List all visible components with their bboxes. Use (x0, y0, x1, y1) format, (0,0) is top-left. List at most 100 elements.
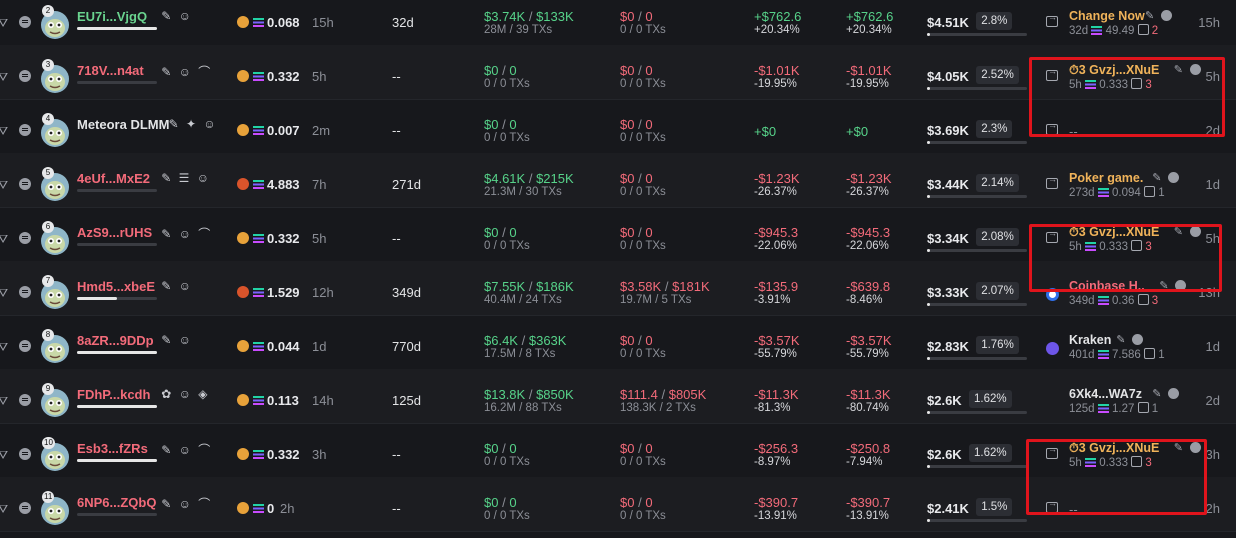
wallet-tag-icons[interactable]: ✎ ☺ ⌒ (161, 443, 213, 457)
token-coin-icon (237, 394, 249, 406)
wallet-tag-icons[interactable]: ✎ ☺ (161, 9, 193, 23)
wallet-name[interactable]: Esb3...fZRs (77, 441, 148, 456)
last-active: 15h (1198, 15, 1220, 30)
liquidity-fill (927, 87, 930, 90)
funding-sol: 0.333 (1099, 79, 1128, 91)
filter-icon[interactable]: ⛛ (0, 502, 9, 516)
funding-age: 5h (1069, 457, 1082, 469)
wallet-name[interactable]: AzS9...rUHS (77, 225, 153, 240)
wallet-name[interactable]: Meteora DLMM (77, 117, 170, 132)
wallet-tag-icons[interactable]: ✎ ✦ ☺ (168, 117, 218, 131)
bought-cell: $0 / 0 (484, 495, 517, 510)
menu-icon[interactable] (1168, 388, 1180, 399)
wallet-tag-icons[interactable]: ✎ ☺ ⌒ (161, 65, 213, 79)
menu-icon[interactable] (19, 394, 31, 406)
menu-icon[interactable] (19, 16, 31, 28)
menu-icon[interactable] (19, 340, 31, 352)
wallet-name[interactable]: Hmd5...xbeE (77, 279, 156, 294)
bought-total: 0 (509, 225, 517, 240)
filter-icon[interactable]: ⛛ (0, 178, 9, 192)
menu-icon[interactable] (19, 70, 31, 82)
funding-transfer-icon[interactable] (1046, 444, 1058, 459)
menu-icon[interactable] (1161, 10, 1172, 21)
table-row[interactable]: ⛛ 2 EU7i...VjgQ ✎ ☺ 0.068 15h 32d $3.74K / $133… (0, 0, 1236, 46)
funding-sol: 1.27 (1112, 403, 1135, 415)
filter-icon[interactable]: ⛛ (0, 124, 9, 138)
wallet-activity-bar (77, 459, 157, 462)
menu-icon[interactable] (19, 502, 31, 514)
wallet-name[interactable]: 8aZR...9DDp (77, 333, 154, 348)
funding-source-name[interactable]: Poker game. (1069, 171, 1144, 185)
pnl2-value: -$250.8 (846, 441, 891, 456)
sol-balance: 0.332 (267, 69, 300, 84)
funding-sol: 0.333 (1099, 241, 1128, 253)
sold-total: 0 (645, 225, 653, 240)
funding-source-name[interactable]: 6Xk4...WA7z (1069, 387, 1142, 401)
sold-value: $0 (620, 171, 635, 186)
liquidity-bar (927, 519, 1027, 522)
menu-icon[interactable] (19, 178, 31, 190)
edit-icon[interactable]: ✎ (1173, 442, 1184, 454)
menu-icon[interactable] (19, 124, 31, 136)
pnl1-percent: -26.37% (754, 186, 797, 198)
menu-icon[interactable] (19, 232, 31, 244)
sold-txs: 0 / 0 TXs (620, 456, 666, 468)
menu-icon[interactable] (1175, 280, 1187, 291)
edit-icon[interactable]: ✎ (1173, 64, 1184, 76)
menu-icon[interactable] (1189, 64, 1201, 75)
menu-icon[interactable] (1132, 334, 1144, 345)
sol-icon (253, 288, 264, 297)
funding-details: 401d 7.586 1 (1069, 348, 1165, 361)
filter-icon[interactable]: ⛛ (0, 394, 9, 408)
filter-icon[interactable]: ⛛ (0, 340, 9, 354)
table-row[interactable]: ⛛ 9 FDhP...kcdh ✿ ☺ ◈ 0.113 14h 125d $13.8K / $… (0, 369, 1236, 424)
edit-icon[interactable]: ✎ (1152, 172, 1162, 184)
filter-icon[interactable]: ⛛ (0, 16, 9, 30)
funding-age: 5h (1069, 241, 1082, 253)
funding-source-name[interactable]: Kraken (1069, 333, 1112, 347)
filter-icon[interactable]: ⛛ (0, 70, 9, 84)
wallet-tag-icons[interactable]: ✎ ☺ ⌒ (161, 227, 213, 241)
edit-icon[interactable]: ✎ (1159, 280, 1169, 292)
funding-transfer-icon[interactable] (1046, 12, 1058, 27)
wallet-tag-icons[interactable]: ✿ ☺ ◈ (161, 387, 210, 401)
menu-icon[interactable] (19, 448, 31, 460)
holding-duration: 32d (392, 15, 414, 30)
wallet-tag-icons[interactable]: ✎ ☰ ☺ (161, 171, 212, 185)
pnl2-value: -$945.3 (846, 225, 891, 240)
edit-icon[interactable]: ✎ (1152, 388, 1162, 400)
filter-icon[interactable]: ⛛ (0, 286, 9, 300)
table-row[interactable]: ⛛ 5 4eUf...MxE2 ✎ ☰ ☺ 4.883 7h 271d $4.61K / $2… (0, 153, 1236, 208)
table-row[interactable]: ⛛ 8 8aZR...9DDp ✎ ☺ 0.044 1d 770d $6.4K / $363K… (0, 315, 1236, 370)
funding-source-name[interactable]: ⏱3 Gvzj...XNuE (1069, 63, 1160, 77)
menu-icon[interactable] (19, 286, 31, 298)
filter-icon[interactable]: ⛛ (0, 232, 9, 246)
wallet-name[interactable]: 4eUf...MxE2 (77, 171, 150, 186)
funding-source-name[interactable]: Change Now (1069, 9, 1145, 23)
sold-value: $0 (620, 225, 635, 240)
wallet-name[interactable]: 718V...n4at (77, 63, 144, 78)
edit-icon[interactable]: ✎ (1145, 10, 1155, 22)
funding-transfer-icon[interactable] (1046, 228, 1058, 243)
wallet-tag-icons[interactable]: ✎ ☺ (161, 333, 193, 347)
funding-transfer-icon[interactable] (1046, 66, 1058, 81)
sold-value: $3.58K (620, 279, 662, 294)
funding-source-name[interactable]: ⏱3 Gvzj...XNuE (1069, 225, 1160, 239)
edit-icon[interactable]: ✎ (1116, 334, 1126, 346)
wallet-name[interactable]: EU7i...VjgQ (77, 9, 148, 24)
wallet-tag-icons[interactable]: ✎ ☺ ⌒ (161, 497, 213, 511)
menu-icon[interactable] (1189, 226, 1201, 237)
funding-source-name[interactable]: ⏱3 Gvzj...XNuE (1069, 441, 1160, 455)
funding-transfer-icon[interactable] (1046, 174, 1058, 189)
wallet-name[interactable]: FDhP...kcdh (77, 387, 151, 402)
wallet-tag-icons[interactable]: ✎ ☺ (161, 279, 193, 293)
menu-icon[interactable] (1189, 442, 1201, 453)
edit-icon[interactable]: ✎ (1173, 226, 1184, 238)
sold-total: 0 (645, 495, 653, 510)
wallet-name[interactable]: 6NP6...ZQbQ (77, 495, 157, 510)
wallet-activity-bar (77, 513, 157, 516)
menu-icon[interactable] (1168, 172, 1180, 183)
filter-icon[interactable]: ⛛ (0, 448, 9, 462)
